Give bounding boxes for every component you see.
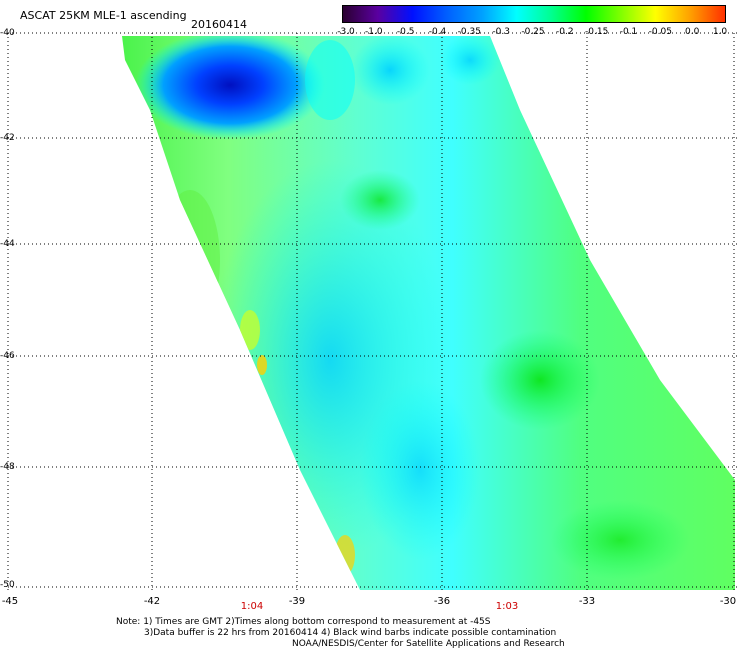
map-date: 20160414	[191, 18, 247, 31]
map-title: ASCAT 25KM MLE-1 ascending	[20, 9, 187, 22]
colorbar-tick-label: -0.05	[648, 27, 672, 37]
colorbar-tick-label: -0.5	[396, 27, 415, 37]
note-line-3: NOAA/NESDIS/Center for Satellite Applica…	[292, 639, 565, 649]
lon-label-36: -36	[433, 596, 451, 607]
colorbar-tick-label: -0.2	[556, 27, 574, 37]
colorbar	[342, 5, 726, 23]
lat-label-40: -40	[0, 28, 15, 38]
lat-label-44: -44	[0, 239, 15, 249]
lat-label-42: -42	[0, 133, 15, 143]
lon-label-45: -45	[1, 596, 19, 607]
lon-label-42: -42	[143, 596, 161, 607]
lon-label-30: -30	[719, 596, 737, 607]
colorbar-tick-label: -1.0	[365, 27, 383, 37]
pass-time-1: 1:04	[240, 601, 264, 612]
colorbar-tick-label: -0.35	[457, 27, 481, 37]
pass-time-2: 1:03	[495, 601, 519, 612]
lat-label-48: -48	[0, 462, 15, 472]
note-line-2: 3)Data buffer is 22 hrs from 20160414 4)…	[144, 628, 557, 638]
lon-label-33: -33	[578, 596, 596, 607]
colorbar-tick-label: -0.4	[428, 27, 447, 37]
colorbar-tick-label: -0.3	[492, 27, 510, 37]
colorbar-tick-label: 1.0	[712, 27, 728, 37]
lon-label-39: -39	[288, 596, 306, 607]
swath-data	[122, 36, 735, 590]
colorbar-tick-label: 0.0	[684, 27, 700, 37]
colorbar-tick-label: -0.15	[585, 27, 609, 37]
lat-label-50: -50	[0, 580, 15, 590]
colorbar-tick-label: -0.1	[619, 27, 638, 37]
colorbar-tick-label: -0.25	[521, 27, 545, 37]
note-line-1: Note: 1) Times are GMT 2)Times along bot…	[116, 617, 491, 627]
map-grid	[7, 32, 740, 590]
lat-label-46: -46	[0, 351, 15, 361]
colorbar-tick-label: -3.0	[337, 27, 355, 37]
